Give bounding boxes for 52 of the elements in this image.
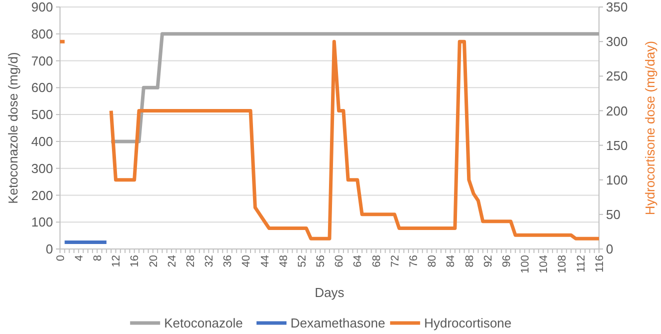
y2-tick-label: 200 xyxy=(606,103,628,118)
x-tick-label: 40 xyxy=(240,255,253,268)
x-tick-label: 28 xyxy=(184,255,197,268)
y-tick-label: 600 xyxy=(31,80,53,96)
y-tick-label: 900 xyxy=(31,0,53,15)
y2-tick-label: 250 xyxy=(606,68,628,84)
y2-axis-title: Hydrocortisone dose (mg/day) xyxy=(642,40,658,216)
x-tick-label: 116 xyxy=(594,255,606,273)
x-tick-label: 60 xyxy=(334,255,346,268)
x-tick-label: 92 xyxy=(482,255,494,268)
x-tick-label: 4 xyxy=(73,255,86,262)
y2-tick-label: 350 xyxy=(606,0,628,15)
x-tick-label: 48 xyxy=(278,255,290,268)
x-tick-label: 44 xyxy=(259,255,272,268)
x-tick-label: 16 xyxy=(129,255,142,268)
x-tick-label: 108 xyxy=(556,255,569,274)
y2-tick-label: 100 xyxy=(606,172,628,188)
y-tick-label: 400 xyxy=(31,134,53,149)
x-tick-label: 56 xyxy=(315,255,328,268)
legend-label: Dexamethasone xyxy=(290,316,386,331)
x-tick-label: 104 xyxy=(538,255,550,274)
x-tick-label: 32 xyxy=(204,255,216,268)
x-tick-label: 52 xyxy=(296,255,308,268)
x-tick-label: 68 xyxy=(370,255,383,268)
y2-tick-label: 150 xyxy=(606,138,628,153)
x-tick-label: 72 xyxy=(389,255,402,268)
x-tick-label: 24 xyxy=(166,255,178,268)
x-tick-label: 88 xyxy=(464,255,476,268)
y-tick-label: 100 xyxy=(31,214,53,230)
x-tick-label: 12 xyxy=(110,255,123,268)
x-tick-label: 20 xyxy=(148,255,160,268)
y2-tick-label: 300 xyxy=(606,34,628,50)
y-tick-label: 500 xyxy=(31,107,53,122)
legend-label: Ketoconazole xyxy=(164,316,243,331)
x-tick-label: 8 xyxy=(92,255,104,262)
y-tick-label: 200 xyxy=(31,188,53,203)
x-tick-label: 100 xyxy=(520,255,532,274)
y2-tick-label: 50 xyxy=(606,206,620,222)
x-tick-label: 84 xyxy=(445,255,458,268)
x-tick-label: 80 xyxy=(426,255,439,268)
x-tick-label: 76 xyxy=(408,255,420,268)
x-axis-title: Days xyxy=(314,285,345,300)
y-tick-label: 800 xyxy=(31,26,53,42)
y-tick-label: 300 xyxy=(31,160,53,176)
y-axis-title: Ketoconazole dose (mg/d) xyxy=(6,52,21,204)
legend-label: Hydrocortisone xyxy=(424,316,512,331)
x-tick-label: 0 xyxy=(54,255,67,262)
y-tick-label: 700 xyxy=(31,53,53,68)
x-tick-label: 112 xyxy=(575,255,588,273)
x-tick-label: 64 xyxy=(352,255,364,268)
x-tick-label: 96 xyxy=(500,255,513,268)
x-tick-label: 36 xyxy=(222,255,234,268)
